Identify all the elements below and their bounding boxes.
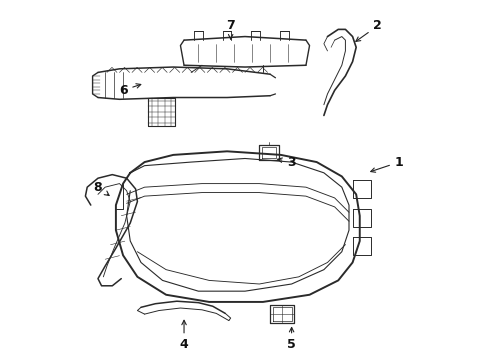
Text: 7: 7 xyxy=(226,19,235,39)
Text: 8: 8 xyxy=(94,181,109,195)
Text: 5: 5 xyxy=(287,328,296,351)
Text: 2: 2 xyxy=(356,19,382,41)
Text: 4: 4 xyxy=(180,320,189,351)
Text: 6: 6 xyxy=(119,84,141,97)
Text: 3: 3 xyxy=(278,156,296,168)
Text: 1: 1 xyxy=(371,156,404,172)
